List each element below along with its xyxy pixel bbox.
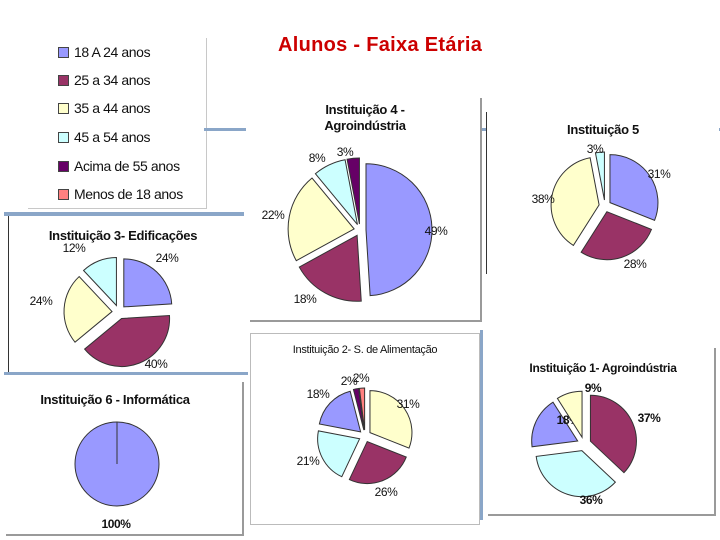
data-label: 49% — [425, 224, 449, 238]
pie-slice — [589, 394, 637, 474]
legend-label: 45 a 54 anos — [74, 129, 151, 145]
pie-slice — [318, 390, 362, 433]
legend-item: Acima de 55 anos — [58, 158, 180, 174]
data-label: 31% — [648, 167, 672, 181]
legend-label: Acima de 55 anos — [74, 158, 180, 174]
legend-item: 25 a 34 anos — [58, 72, 151, 88]
data-label: 31% — [397, 397, 421, 411]
accent-line — [4, 212, 244, 216]
pie-slice — [298, 234, 362, 302]
pie-slice — [365, 163, 433, 297]
pie-slice — [317, 430, 361, 478]
legend-item: 45 a 54 anos — [58, 129, 151, 145]
data-label: 38% — [532, 192, 556, 206]
pie-slice — [346, 157, 360, 225]
data-label: 18% — [294, 292, 318, 306]
chart-title: Instituição 2- S. de Alimentação — [293, 344, 438, 356]
data-label: 9% — [585, 381, 602, 395]
pie-slice — [314, 159, 358, 225]
pie-slice — [287, 177, 355, 262]
pie-slice — [352, 387, 365, 431]
accent-line — [480, 330, 483, 520]
chart-title: Instituição 5 — [567, 122, 639, 137]
legend-item: 18 A 24 anos — [58, 44, 151, 60]
pie-chart: Instituição 2- S. de Alimentação 31% 26% 21… — [293, 344, 438, 499]
pie-slice — [63, 275, 113, 343]
legend-swatch — [58, 131, 69, 143]
page-title: Alunos - Faixa Etária — [278, 34, 483, 56]
pie-slice — [580, 211, 653, 261]
chart-panel-inst3: Instituição 3- Edificações 24% 40% 24% 12% — [8, 216, 245, 372]
chart-title: Instituição 3- Edificações — [49, 228, 197, 243]
data-label: 18% — [307, 387, 331, 401]
data-label: 2% — [353, 371, 370, 385]
chart-title: Instituição 4 -Agroindústria — [324, 102, 406, 133]
data-label: 24% — [30, 294, 54, 308]
pie-slice — [82, 256, 117, 307]
pie-slice — [358, 387, 366, 431]
legend-swatch — [58, 160, 69, 172]
chart-title: Instituição 6 - Informática — [40, 392, 190, 407]
data-label: 22% — [262, 208, 286, 222]
data-label: 12% — [63, 241, 87, 255]
legend-label: 25 a 34 anos — [74, 72, 151, 88]
legend-swatch — [58, 74, 69, 86]
accent-line — [204, 128, 246, 131]
pie-chart: Instituição 4 -Agroindústria 49% 18% 22% 8% 3… — [262, 102, 449, 306]
pie-slice — [369, 390, 413, 449]
chart-panel-inst5: Instituição 5 31% 28% 38% 3% — [486, 112, 719, 274]
data-label: 100% — [101, 517, 131, 531]
data-label: 26% — [375, 485, 399, 499]
data-label: 28% — [624, 257, 648, 271]
pie-chart: Instituição 3- Edificações 24% 40% 24% 12% — [30, 228, 198, 371]
pie-slice — [531, 401, 579, 448]
data-label: 3% — [337, 145, 354, 159]
chart-panel-inst4: Instituição 4 -Agroindústria 49% 18% 22% 8% 3… — [250, 98, 482, 322]
legend-label: 18 A 24 anos — [74, 44, 151, 60]
legend-swatch — [58, 188, 69, 200]
legend-label: 35 a 44 anos — [74, 100, 151, 116]
legend-item: 35 a 44 anos — [58, 100, 151, 116]
accent-line — [4, 372, 248, 375]
pie-chart: Instituição 5 31% 28% 38% 3% — [532, 122, 672, 271]
legend: 18 A 24 anos 25 a 34 anos 35 a 44 anos 4… — [28, 38, 207, 209]
pie-slice — [609, 154, 659, 221]
pie-slice — [83, 314, 170, 367]
chart-panel-inst2: Instituição 2- S. de Alimentação 31% 26% 21… — [250, 333, 480, 525]
chart-panel-inst6: Instituição 6 - Informática 100% — [6, 382, 244, 536]
legend-item: Menos de 18 anos — [58, 186, 183, 202]
legend-swatch — [58, 102, 69, 114]
pie-chart: Instituição 6 - Informática 100% — [40, 392, 191, 531]
chart-title: Instituição 1- Agroindústria — [529, 361, 677, 375]
legend-label: Menos de 18 anos — [74, 186, 183, 202]
data-label: 3% — [587, 142, 604, 156]
data-label: 40% — [145, 357, 169, 371]
data-label: 8% — [309, 151, 326, 165]
chart-panel-inst1: Instituição 1- Agroindústria 37% 36% 18% 9% — [488, 348, 716, 516]
pie-slice — [594, 151, 605, 201]
pie-slice — [348, 440, 407, 484]
data-label: 2% — [341, 374, 358, 388]
data-label: 21% — [297, 454, 321, 468]
pie-slice — [535, 450, 617, 498]
data-label: 36% — [580, 493, 604, 507]
pie-slice — [550, 157, 600, 247]
data-label: 37% — [638, 411, 662, 425]
legend-swatch — [58, 46, 69, 58]
pie-slice — [556, 390, 583, 439]
data-label: 24% — [156, 251, 180, 265]
pie-slice — [123, 258, 173, 308]
